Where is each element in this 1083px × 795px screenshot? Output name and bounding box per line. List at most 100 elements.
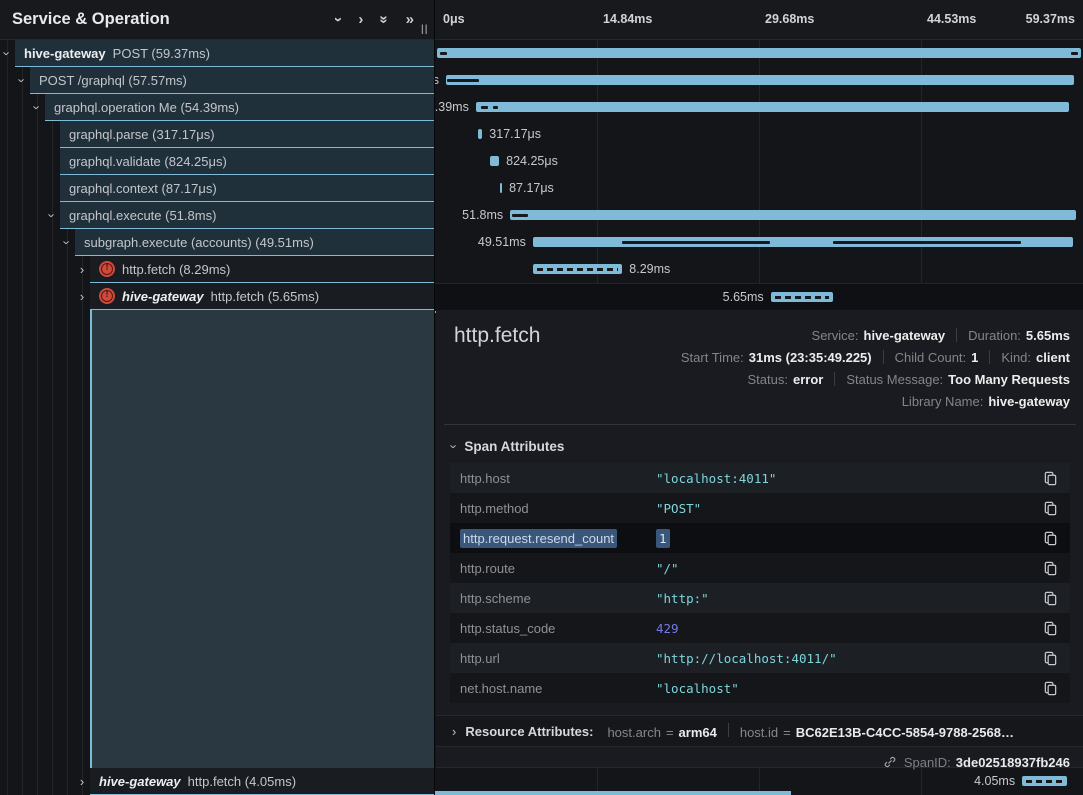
selected-span-expansion-area[interactable] bbox=[90, 310, 434, 768]
attribute-key: http.route bbox=[460, 560, 515, 576]
timeline-span-row[interactable]: 8.29ms bbox=[435, 256, 1083, 283]
equals-sign: = bbox=[783, 724, 791, 740]
expand-one-icon[interactable]: › bbox=[358, 11, 364, 28]
timeline-span-row[interactable]: 54.39ms bbox=[435, 94, 1083, 121]
tree-span-row[interactable]: › subgraph.execute (accounts) (49.51ms) bbox=[60, 229, 434, 256]
attribute-row[interactable]: http.method "POST" bbox=[450, 493, 1070, 523]
copy-icon[interactable] bbox=[1043, 681, 1070, 696]
tree-span-row[interactable]: graphql.validate (824.25μs) bbox=[60, 148, 434, 175]
timeline-span-row[interactable]: 51.8ms bbox=[435, 202, 1083, 229]
attribute-row[interactable]: http.status_code 429 bbox=[450, 613, 1070, 643]
copy-icon[interactable] bbox=[1043, 531, 1070, 546]
duration-bar[interactable] bbox=[532, 264, 623, 274]
attribute-row[interactable]: http.scheme "http:" bbox=[450, 583, 1070, 613]
copy-icon[interactable] bbox=[1043, 621, 1070, 636]
copy-icon[interactable] bbox=[1043, 501, 1070, 516]
duration-bar[interactable] bbox=[475, 102, 1069, 112]
timeline-span-row[interactable]: 317.17μs bbox=[435, 121, 1083, 148]
resource-value: arm64 bbox=[678, 724, 717, 740]
copy-icon[interactable] bbox=[1043, 651, 1070, 666]
copy-icon[interactable] bbox=[1043, 471, 1070, 486]
timeline-tick-label: 0μs bbox=[443, 12, 465, 26]
attribute-row[interactable]: http.url "http://localhost:4011/" bbox=[450, 643, 1070, 673]
child-span-segment bbox=[493, 105, 499, 109]
meta-value: hive-gateway bbox=[863, 327, 946, 343]
equals-sign: = bbox=[665, 724, 674, 740]
duration-label: 317.17μs bbox=[489, 127, 541, 141]
timeline-span-row[interactable]: 824.25μs bbox=[435, 148, 1083, 175]
span-label: graphql.execute (51.8ms) bbox=[69, 207, 217, 223]
duration-bar[interactable] bbox=[499, 183, 503, 193]
collapse-all-icon[interactable]: » bbox=[375, 15, 393, 24]
tree-span-row[interactable]: › hive-gateway http.fetch (4.05ms) bbox=[80, 768, 434, 795]
meta-label: Kind: bbox=[1001, 349, 1032, 365]
meta-label: Start Time: bbox=[680, 349, 744, 365]
link-icon[interactable] bbox=[883, 755, 897, 769]
chevron-right-icon[interactable]: › bbox=[79, 261, 85, 277]
tree-span-row-selected[interactable]: › hive-gateway http.fetch (5.65ms) bbox=[80, 283, 434, 310]
span-label: graphql.context (87.17μs) bbox=[69, 180, 217, 196]
chevron-right-icon[interactable]: › bbox=[79, 773, 85, 789]
attribute-key: http.request.resend_count bbox=[450, 528, 656, 548]
child-span-segment bbox=[1070, 51, 1079, 55]
collapse-one-icon[interactable]: › bbox=[330, 17, 348, 22]
timeline-span-row[interactable]: 87.17μs bbox=[435, 175, 1083, 202]
service-name: hive-gateway bbox=[24, 45, 106, 61]
attribute-row[interactable]: http.request.resend_count 1 bbox=[450, 523, 1070, 553]
tree-span-row[interactable]: graphql.context (87.17μs) bbox=[60, 175, 434, 202]
panel-resize-handle[interactable]: || bbox=[421, 24, 429, 35]
timeline-span-row[interactable]: 4.05ms bbox=[435, 768, 1083, 795]
duration-label: 8.29ms bbox=[629, 262, 671, 276]
chevron-down-icon[interactable]: › bbox=[59, 239, 75, 245]
duration-bar[interactable] bbox=[770, 292, 833, 302]
resource-attributes-row[interactable]: › Resource Attributes: host.arch = arm64 ho… bbox=[436, 715, 1083, 747]
tree-span-row[interactable]: › hive-gateway POST (59.37ms) bbox=[0, 40, 434, 67]
span-label: http.fetch (5.65ms) bbox=[210, 288, 320, 304]
meta-label: Status Message: bbox=[846, 371, 944, 387]
meta-label: Child Count: bbox=[894, 349, 967, 365]
timeline-span-row[interactable]: 49.51ms bbox=[435, 229, 1083, 256]
duration-bar[interactable] bbox=[478, 129, 483, 139]
tree-span-row[interactable]: graphql.parse (317.17μs) bbox=[60, 121, 434, 148]
chevron-right-icon[interactable]: › bbox=[79, 288, 85, 304]
timeline-span-row[interactable] bbox=[435, 40, 1083, 67]
error-icon bbox=[99, 288, 115, 304]
meta-value: 1 bbox=[971, 349, 979, 365]
chevron-down-icon[interactable]: › bbox=[29, 104, 45, 110]
child-span-segment bbox=[480, 105, 488, 109]
copy-icon[interactable] bbox=[1043, 591, 1070, 606]
duration-bar[interactable] bbox=[490, 156, 500, 166]
duration-bar[interactable] bbox=[446, 75, 1074, 85]
meta-label: Duration: bbox=[968, 327, 1021, 343]
span-attributes-section-header[interactable]: › Span Attributes bbox=[436, 425, 1083, 463]
duration-bar[interactable] bbox=[1022, 776, 1067, 786]
duration-bar[interactable] bbox=[510, 210, 1076, 220]
chevron-down-icon[interactable]: › bbox=[14, 77, 30, 83]
attribute-key: http.status_code bbox=[460, 620, 556, 636]
expand-all-icon[interactable]: » bbox=[405, 11, 414, 28]
span-label: subgraph.execute (accounts) (49.51ms) bbox=[84, 234, 314, 250]
attribute-row[interactable]: http.route "/" bbox=[450, 553, 1070, 583]
span-label: http.fetch (8.29ms) bbox=[122, 261, 231, 277]
duration-bar[interactable] bbox=[532, 237, 1073, 247]
copy-icon[interactable] bbox=[1043, 561, 1070, 576]
attribute-value: "/" bbox=[656, 560, 679, 576]
duration-bar[interactable] bbox=[436, 48, 1082, 58]
timeline-span-row-selected[interactable]: 5.65ms bbox=[435, 283, 1083, 313]
span-tree-bottom: › hive-gateway http.fetch (4.05ms) bbox=[0, 768, 434, 795]
meta-value: client bbox=[1036, 349, 1070, 365]
child-span-segment bbox=[621, 240, 771, 244]
tree-span-row[interactable]: › graphql.execute (51.8ms) bbox=[45, 202, 434, 229]
timeline-span-row[interactable]: 57.57ms bbox=[435, 67, 1083, 94]
attribute-row[interactable]: http.host "localhost:4011" bbox=[450, 463, 1070, 493]
chevron-down-icon[interactable]: › bbox=[44, 212, 60, 218]
chevron-down-icon[interactable]: › bbox=[0, 50, 15, 56]
tree-span-row[interactable]: › POST /graphql (57.57ms) bbox=[15, 67, 434, 94]
tree-span-row[interactable]: › http.fetch (8.29ms) bbox=[80, 256, 434, 283]
divider bbox=[989, 350, 991, 364]
duration-label: 57.57ms bbox=[435, 73, 439, 87]
attribute-row[interactable]: net.host.name "localhost" bbox=[450, 673, 1070, 703]
tree-span-row[interactable]: › graphql.operation Me (54.39ms) bbox=[30, 94, 434, 121]
